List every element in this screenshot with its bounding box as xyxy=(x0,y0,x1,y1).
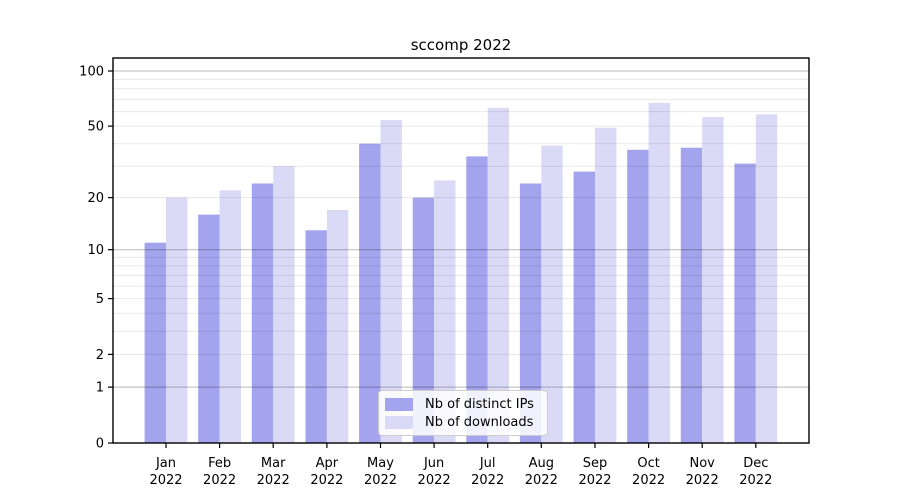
x-tick-label-month: May xyxy=(367,456,394,471)
x-tick-label-month: Aug xyxy=(529,456,554,471)
x-tick-label-month: Sep xyxy=(583,456,608,471)
y-tick-label: 1 xyxy=(96,381,104,396)
bar-nov-2022-distinct-ips xyxy=(680,147,703,443)
x-tick-label-month: Oct xyxy=(637,456,659,471)
legend-label-downloads: Nb of downloads xyxy=(425,414,534,430)
x-tick-label-month: Jun xyxy=(423,456,444,471)
legend-label-distinct-ips: Nb of distinct IPs xyxy=(425,396,534,412)
x-tick-label-month: Dec xyxy=(743,456,768,471)
legend-swatch-downloads xyxy=(385,415,413,429)
x-tick-label-year: 2022 xyxy=(257,473,290,488)
plot-frame xyxy=(112,57,810,444)
bar-mar-2022-downloads xyxy=(273,166,295,443)
x-tick-label-year: 2022 xyxy=(364,473,397,488)
bar-may-2022-distinct-ips xyxy=(359,143,381,443)
x-tick-label-year: 2022 xyxy=(149,473,182,488)
bar-apr-2022-distinct-ips xyxy=(305,230,327,443)
bar-jan-2022-downloads xyxy=(166,197,188,443)
y-tick-label: 50 xyxy=(87,120,104,135)
x-tick-label-month: Jan xyxy=(155,456,176,471)
bar-jan-2022-distinct-ips xyxy=(144,242,166,443)
x-tick-label-year: 2022 xyxy=(739,473,772,488)
y-tick-label: 2 xyxy=(96,348,104,363)
y-tick-label: 0 xyxy=(96,437,104,452)
y-tick-label: 10 xyxy=(87,243,104,258)
x-tick-label-month: Apr xyxy=(316,456,339,471)
x-tick-label-year: 2022 xyxy=(418,473,451,488)
x-tick-label-month: Nov xyxy=(690,456,716,471)
bar-jun-2022-downloads xyxy=(434,180,456,443)
x-tick-label-year: 2022 xyxy=(310,473,343,488)
y-tick-label: 100 xyxy=(79,65,104,80)
bar-feb-2022-distinct-ips xyxy=(198,214,220,443)
x-tick-label-month: Mar xyxy=(261,456,286,471)
legend-swatch-distinct-ips xyxy=(385,397,413,411)
bar-nov-2022-downloads xyxy=(702,117,724,443)
bar-jun-2022-distinct-ips xyxy=(412,197,435,443)
bar-oct-2022-distinct-ips xyxy=(627,149,649,444)
bar-dec-2022-downloads xyxy=(755,114,778,444)
x-tick-label-year: 2022 xyxy=(471,473,504,488)
legend-item-distinct-ips: Nb of distinct IPs xyxy=(385,397,547,412)
bar-jul-2022-distinct-ips xyxy=(466,156,488,443)
bar-oct-2022-downloads xyxy=(648,102,670,444)
bar-aug-2022-distinct-ips xyxy=(519,183,542,443)
bar-sep-2022-downloads xyxy=(595,127,617,443)
chart-title: sccomp 2022 xyxy=(410,36,512,54)
legend: Nb of distinct IPs Nb of downloads xyxy=(378,390,548,436)
x-tick-label-year: 2022 xyxy=(525,473,558,488)
bar-feb-2022-downloads xyxy=(219,190,241,443)
bar-dec-2022-distinct-ips xyxy=(734,163,756,443)
x-tick-label-year: 2022 xyxy=(632,473,665,488)
y-tick-label: 5 xyxy=(96,292,104,307)
x-tick-label-month: Jul xyxy=(479,456,496,471)
bar-apr-2022-downloads xyxy=(326,210,349,443)
x-tick-label-year: 2022 xyxy=(203,473,236,488)
bar-may-2022-downloads xyxy=(380,120,402,443)
bar-jul-2022-downloads xyxy=(487,107,510,444)
bar-aug-2022-downloads xyxy=(541,145,563,443)
bar-sep-2022-distinct-ips xyxy=(573,171,595,443)
legend-item-downloads: Nb of downloads xyxy=(385,415,547,430)
y-tick-label: 20 xyxy=(87,191,104,206)
bar-mar-2022-distinct-ips xyxy=(251,183,274,443)
x-tick-label-year: 2022 xyxy=(578,473,611,488)
x-tick-label-month: Feb xyxy=(208,456,231,471)
x-tick-label-year: 2022 xyxy=(686,473,719,488)
